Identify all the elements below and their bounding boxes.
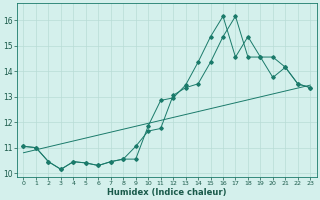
X-axis label: Humidex (Indice chaleur): Humidex (Indice chaleur) bbox=[107, 188, 227, 197]
